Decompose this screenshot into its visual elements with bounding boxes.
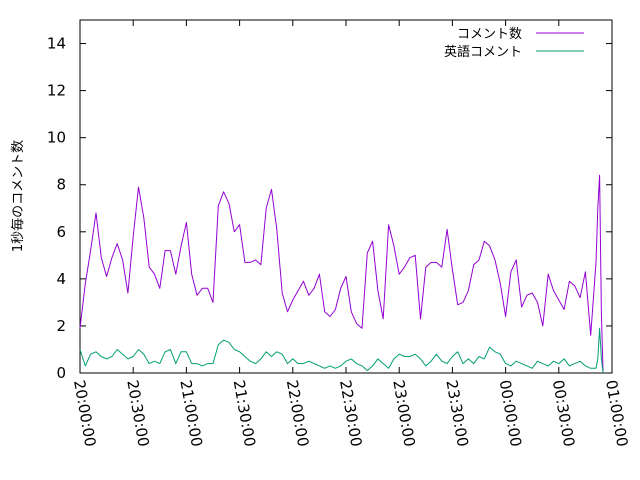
- x-axis-ticks: 20:00:00 20:30:00 21:00:00 21:30:00 22:00:00…: [70, 20, 631, 448]
- y-tick-label: 6: [56, 223, 66, 241]
- y-tick-label: 0: [56, 364, 66, 382]
- x-tick-label: 20:30:00: [123, 379, 152, 448]
- x-tick-label: 00:00:00: [496, 379, 525, 448]
- x-tick-label: 22:00:00: [283, 379, 312, 448]
- x-tick-label: 23:00:00: [389, 379, 418, 448]
- y-tick-label: 8: [56, 176, 66, 194]
- series-line: [79, 174, 604, 374]
- y-axis-ticks: 0 2 4 6 8 10 12 14: [47, 35, 612, 382]
- x-tick-label: 21:00:00: [176, 379, 205, 448]
- y-tick-label: 10: [47, 129, 66, 147]
- y-axis-label: 1秒毎のコメント数: [10, 140, 26, 252]
- y-tick-label: 12: [47, 82, 66, 100]
- series-line: [79, 327, 604, 374]
- x-tick-label: 23:30:00: [442, 379, 471, 448]
- legend-label: 英語コメント: [444, 44, 522, 60]
- x-tick-label: 20:00:00: [70, 379, 99, 448]
- y-tick-label: 4: [56, 270, 66, 288]
- y-tick-label: 2: [56, 317, 66, 335]
- x-tick-label: 22:30:00: [336, 379, 365, 448]
- x-tick-label: 00:30:00: [549, 379, 578, 448]
- x-tick-label: 01:00:00: [602, 379, 631, 448]
- series-lines: [79, 174, 604, 374]
- plot-frame: [79, 19, 613, 374]
- y-tick-label: 14: [47, 35, 66, 53]
- legend-label: コメント数: [457, 27, 522, 42]
- x-tick-label: 21:30:00: [230, 379, 259, 448]
